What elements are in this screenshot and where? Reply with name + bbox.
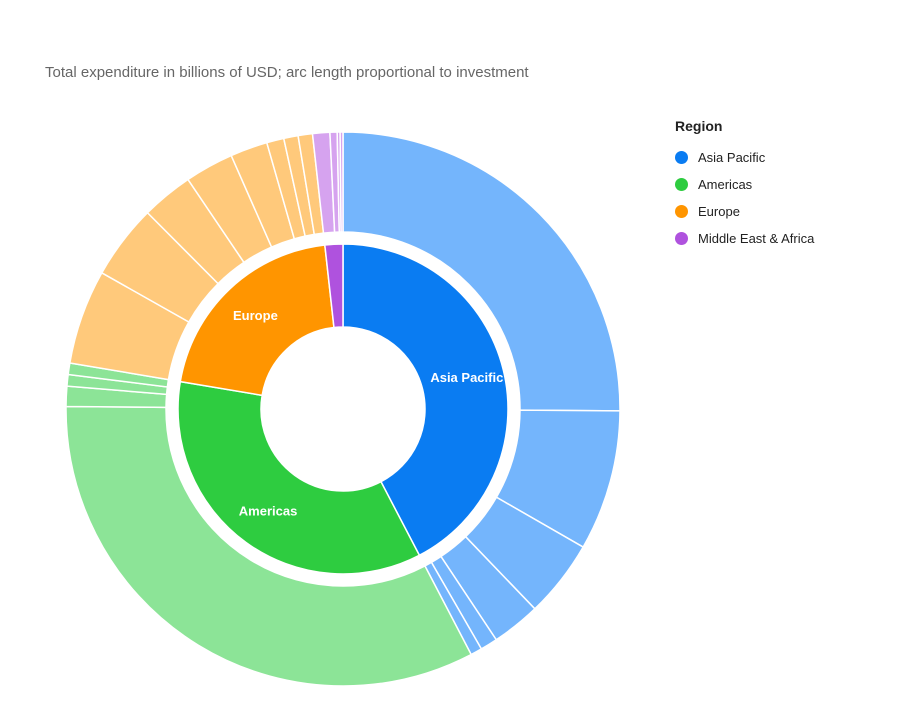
legend-item-americas[interactable]: Americas <box>675 171 814 198</box>
chart-subtitle: Total expenditure in billions of USD; ar… <box>45 64 529 81</box>
inner-label-americas: Americas <box>239 504 298 519</box>
legend-item-europe[interactable]: Europe <box>675 198 814 225</box>
legend: Region Asia Pacific Americas Europe Midd… <box>675 118 814 252</box>
inner-arc-middle-east-africa[interactable] <box>323 243 344 329</box>
legend-swatch-europe <box>675 205 688 218</box>
inner-arc-americas[interactable] <box>177 380 421 575</box>
legend-item-middle-east-africa[interactable]: Middle East & Africa <box>675 225 814 252</box>
inner-arc-asia-pacific[interactable] <box>342 243 509 557</box>
legend-swatch-asia-pacific <box>675 151 688 164</box>
legend-swatch-middle-east-africa <box>675 232 688 245</box>
legend-item-asia-pacific[interactable]: Asia Pacific <box>675 144 814 171</box>
inner-label-asia-pacific: Asia Pacific <box>430 370 503 385</box>
inner-label-europe: Europe <box>233 308 278 323</box>
legend-label: Middle East & Africa <box>698 231 815 246</box>
outer-arc-middle-east-africa-4[interactable] <box>339 131 344 233</box>
legend-swatch-americas <box>675 178 688 191</box>
legend-title: Region <box>675 118 723 134</box>
legend-label: Europe <box>698 204 740 219</box>
legend-label: Asia Pacific <box>698 150 766 165</box>
outer-arc-asia-pacific-1[interactable] <box>342 131 621 412</box>
inner-arc-europe[interactable] <box>179 244 335 397</box>
legend-label: Americas <box>698 177 753 192</box>
outer-arc-americas-1[interactable] <box>65 405 473 687</box>
